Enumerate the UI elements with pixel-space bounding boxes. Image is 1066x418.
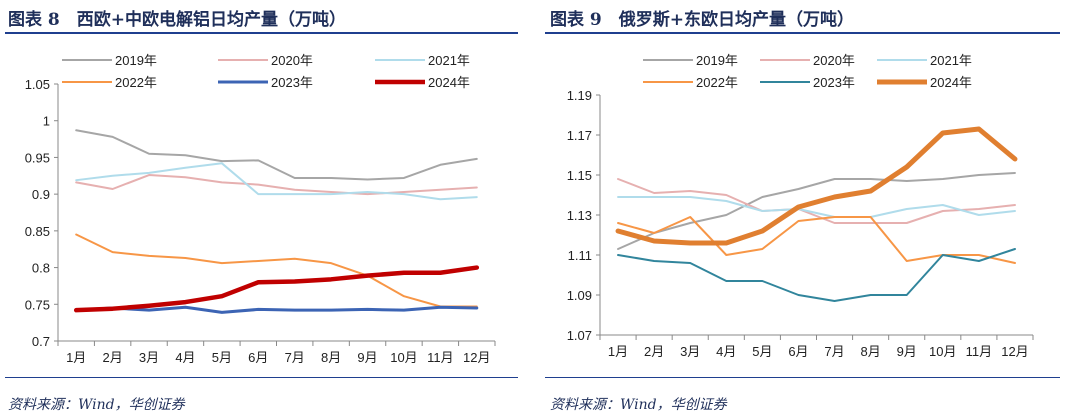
y-tick-label: 0.9 [32, 187, 50, 202]
series-line-2021年 [75, 162, 478, 201]
legend-label: 2023年 [271, 75, 313, 90]
y-tick-label: 1 [43, 114, 50, 129]
chart-title-9: 图表 9 俄罗斯+东欧日均产量（万吨） [550, 10, 854, 30]
x-tick-label: 6月 [248, 350, 268, 365]
x-tick-label: 10月 [929, 344, 956, 359]
series-line-2020年 [617, 178, 1016, 224]
legend-label: 2024年 [428, 75, 470, 90]
x-tick-label: 3月 [680, 344, 700, 359]
legend-label: 2022年 [696, 75, 738, 90]
y-tick-label: 1.05 [25, 77, 50, 92]
x-tick-label: 7月 [285, 350, 305, 365]
x-tick-label: 11月 [966, 344, 993, 359]
series-line-2023年 [617, 248, 1016, 302]
legend-label: 2024年 [930, 75, 972, 90]
source-rule [545, 377, 1060, 378]
legend-label: 2020年 [271, 53, 313, 68]
legend-label: 2021年 [930, 53, 972, 68]
x-tick-label: 9月 [897, 344, 917, 359]
series-line-2019年 [617, 172, 1016, 250]
series-line-2024年 [73, 265, 480, 313]
y-tick-label: 1.09 [567, 288, 592, 303]
series-line-2019年 [75, 129, 478, 181]
x-tick-label: 5月 [752, 344, 772, 359]
series-line-2023年 [74, 305, 479, 314]
x-tick-label: 12月 [1001, 344, 1028, 359]
x-tick-label: 8月 [861, 344, 881, 359]
title-rule [545, 32, 1060, 34]
y-tick-label: 0.7 [32, 334, 50, 349]
y-tick-label: 0.8 [32, 261, 50, 276]
y-tick-label: 1.11 [568, 248, 592, 263]
legend-label: 2019年 [696, 53, 738, 68]
source-note-8: 资料来源：Wind，华创证券 [8, 397, 185, 413]
legend-label: 2022年 [115, 75, 157, 90]
x-tick-label: 2月 [103, 350, 123, 365]
series-line-2021年 [617, 196, 1016, 218]
x-tick-label: 2月 [644, 344, 664, 359]
y-tick-label: 1.15 [567, 168, 592, 183]
y-tick-label: 1.07 [567, 328, 592, 343]
series-line-2020年 [75, 174, 478, 196]
y-tick-label: 0.95 [25, 150, 50, 165]
series-line-2022年 [75, 233, 478, 308]
y-tick-label: 0.85 [25, 224, 50, 239]
y-tick-label: 0.75 [25, 297, 50, 312]
x-tick-label: 10月 [390, 350, 417, 365]
series-line-2024年 [615, 126, 1018, 246]
title-rule [5, 32, 518, 34]
source-rule [5, 377, 518, 378]
legend-label: 2020年 [813, 53, 855, 68]
x-tick-label: 11月 [427, 350, 454, 365]
x-tick-label: 3月 [139, 350, 159, 365]
x-tick-label: 7月 [824, 344, 844, 359]
x-tick-label: 8月 [321, 350, 341, 365]
x-tick-label: 1月 [66, 350, 86, 365]
y-tick-label: 1.17 [567, 128, 592, 143]
x-tick-label: 5月 [212, 350, 232, 365]
x-tick-label: 4月 [716, 344, 736, 359]
legend-label: 2021年 [428, 53, 470, 68]
legend-label: 2019年 [115, 53, 157, 68]
x-tick-label: 4月 [175, 350, 195, 365]
source-note-9: 资料来源：Wind，华创证券 [550, 397, 727, 413]
x-tick-label: 6月 [788, 344, 808, 359]
y-tick-label: 1.13 [567, 208, 592, 223]
y-tick-label: 1.19 [567, 88, 592, 103]
legend-label: 2023年 [813, 75, 855, 90]
x-tick-label: 1月 [608, 344, 628, 359]
x-tick-label: 12月 [463, 350, 490, 365]
chart-title-8: 图表 8 西欧+中欧电解铝日均产量（万吨） [8, 10, 346, 30]
x-tick-label: 9月 [357, 350, 377, 365]
